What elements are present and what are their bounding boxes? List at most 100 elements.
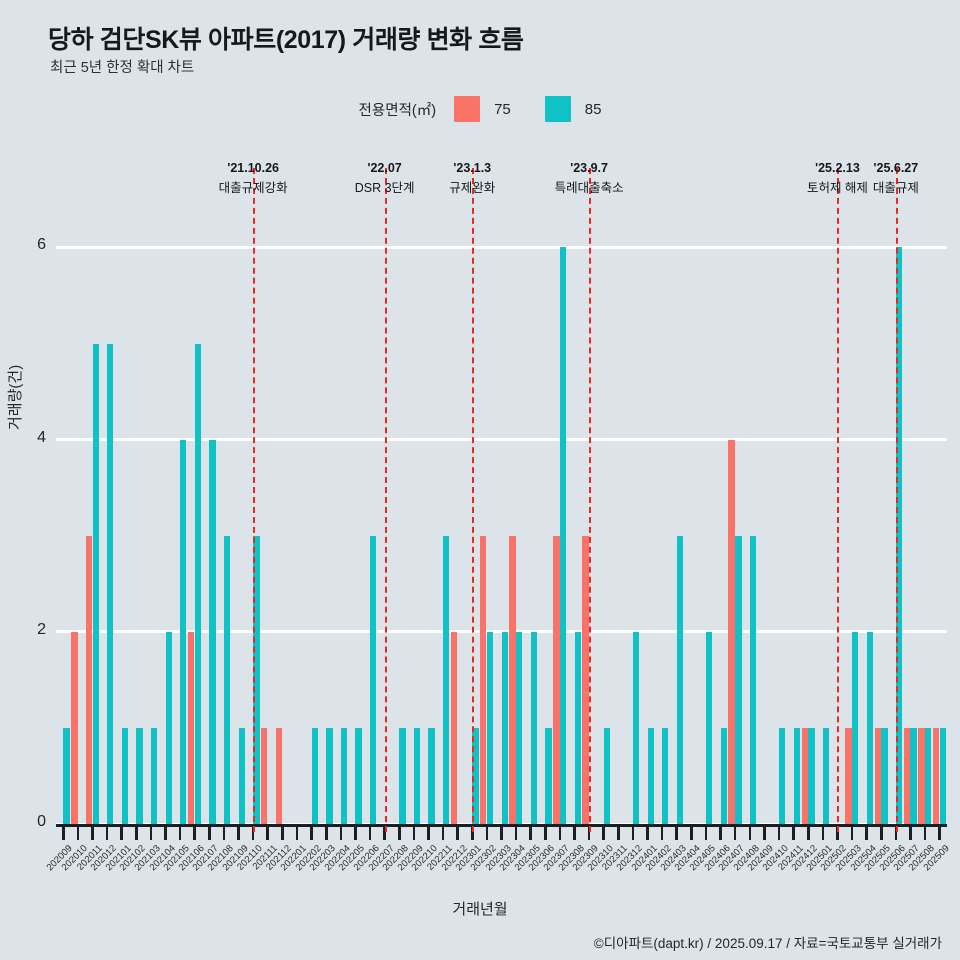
bar [822, 727, 830, 824]
bar [340, 727, 348, 824]
bar [121, 727, 129, 824]
x-tick [748, 827, 752, 840]
bar [895, 247, 903, 824]
annotation-line-2 [472, 168, 475, 832]
x-tick [149, 827, 153, 840]
bar [582, 535, 589, 824]
bar [253, 535, 260, 824]
bar [63, 727, 70, 824]
bar [261, 727, 268, 824]
page-subtitle: 최근 5년 한정 확대 차트 [50, 60, 195, 76]
x-tick [690, 827, 693, 840]
bar [311, 727, 318, 824]
bar [413, 727, 421, 824]
bar [808, 727, 815, 824]
bar [903, 727, 911, 824]
x-tick [120, 827, 124, 840]
bar [662, 727, 669, 824]
bar [150, 727, 158, 824]
x-tick [923, 827, 927, 840]
bar [443, 535, 450, 824]
bar [866, 631, 873, 824]
bar [428, 727, 435, 824]
x-tick [675, 827, 679, 840]
x-tick [850, 827, 854, 840]
x-tick [617, 827, 620, 840]
x-tick [879, 827, 883, 840]
x-tick [558, 827, 562, 840]
x-tick [660, 827, 664, 840]
bar [574, 631, 581, 824]
bar [355, 727, 362, 824]
gridline-6 [56, 245, 947, 249]
legend-swatch-85 [544, 96, 571, 122]
bar [450, 631, 458, 824]
y-tick-label: 0 [37, 813, 46, 830]
legend-title: 전용면적(㎡) [358, 102, 437, 119]
bar [238, 727, 245, 824]
x-axis-line [56, 824, 947, 827]
footer-credit: ©디아파트(dapt.kr) / 2025.09.17 / 자료=국토교통부 실… [593, 936, 942, 951]
bar [749, 535, 757, 824]
bar [553, 535, 560, 824]
bar [705, 631, 713, 824]
annotation-date: '25.2.13 [815, 161, 860, 175]
annotation-caption-1: '22.07 DSR 3단계 [315, 158, 455, 198]
bar [939, 727, 946, 824]
x-tick [777, 827, 781, 840]
bar [632, 631, 640, 824]
annotation-line-4 [837, 168, 840, 832]
x-tick [646, 827, 649, 840]
bar [501, 631, 508, 824]
bar [326, 727, 333, 824]
annotation-text: 대출규제강화 [218, 181, 288, 195]
annotation-date: '21.10.26 [227, 161, 279, 175]
bar [932, 727, 940, 824]
annotation-date: '23.1.3 [453, 161, 492, 175]
y-tick-label: 2 [37, 620, 46, 638]
x-tick [310, 827, 313, 840]
x-tick [938, 827, 941, 840]
x-tick [821, 827, 825, 840]
x-axis-title: 거래년월 [452, 901, 508, 918]
x-tick [164, 827, 167, 840]
legend-label-75: 75 [494, 100, 511, 118]
bar [530, 631, 538, 824]
x-tick [806, 827, 810, 840]
x-tick [514, 827, 518, 840]
page-title: 당하 검단SK뷰 아파트(2017) 거래량 변화 흐름 [48, 26, 524, 54]
x-tick [865, 827, 868, 840]
x-tick [602, 827, 606, 840]
annotation-date: '22.07 [367, 161, 402, 175]
bar [559, 247, 567, 824]
annotation-caption-2: '23.1.3 규제완화 [402, 158, 542, 198]
chart-legend: 전용면적(㎡) 75 85 [0, 96, 960, 122]
annotation-date: '23.9.7 [570, 161, 608, 175]
x-tick [324, 827, 328, 840]
annotation-caption-3: '23.9.7 특례대출축소 [519, 158, 659, 198]
bar [793, 727, 800, 824]
x-tick [237, 827, 240, 840]
x-tick [500, 827, 503, 840]
bar [925, 727, 932, 824]
annotation-line-0 [253, 168, 256, 832]
x-tick [573, 827, 576, 840]
bar [480, 535, 487, 824]
x-tick [631, 827, 635, 840]
x-tick [62, 827, 65, 840]
x-tick [719, 827, 722, 840]
bar [918, 727, 925, 824]
y-axis-title: 거래량(건) [7, 364, 24, 430]
x-tick [485, 827, 489, 840]
x-tick [208, 827, 211, 840]
bar [486, 631, 494, 824]
bar [910, 727, 917, 824]
bar [85, 535, 93, 824]
x-tick [894, 827, 898, 840]
bar [735, 535, 742, 824]
x-tick [909, 827, 912, 840]
annotation-text: DSR 3단계 [354, 181, 415, 195]
bar [223, 535, 231, 824]
x-tick [412, 827, 416, 840]
bar [71, 631, 78, 824]
